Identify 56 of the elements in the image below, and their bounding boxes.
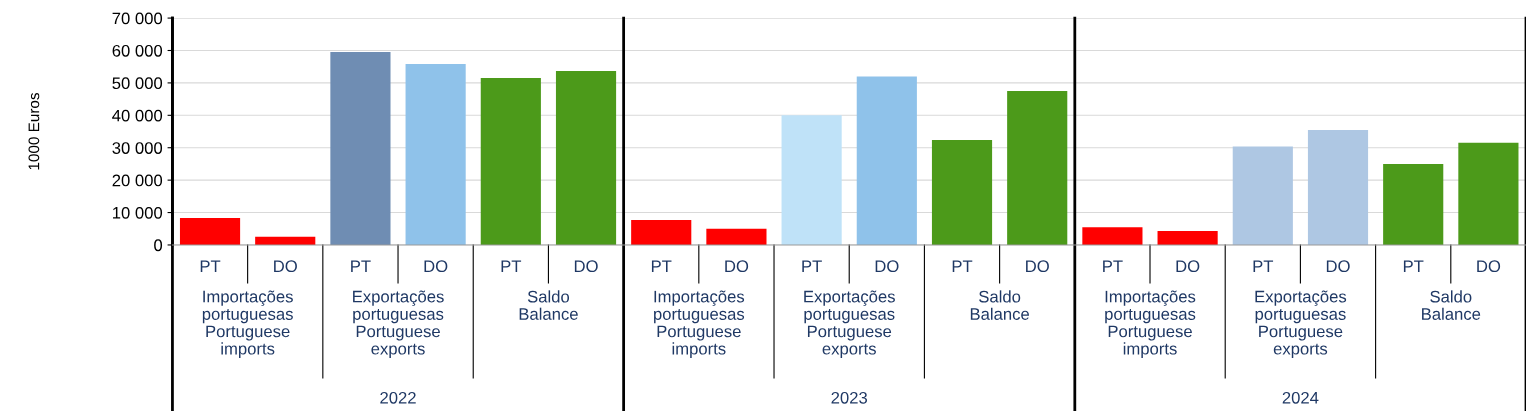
x-tick-label: PT	[1253, 260, 1274, 272]
x-tick-label: DO	[424, 260, 448, 273]
bar	[631, 220, 692, 245]
y-tick-label: 20 000	[112, 174, 163, 187]
text: Saldo Balance	[1422, 290, 1481, 320]
x-tick-label: PT	[501, 260, 522, 272]
y-axis-title: 1000 Euros	[28, 93, 40, 170]
text: Exportações portuguesas Portuguese exports	[353, 290, 444, 358]
y-tick-label: 0	[154, 239, 163, 252]
y-tick-label: 70 000	[112, 12, 163, 25]
bar	[1007, 91, 1068, 245]
x-tick-label: DO	[1026, 260, 1049, 273]
x-tick-label: PT	[351, 260, 371, 272]
text: Exportações portuguesas Portuguese exports	[1255, 290, 1347, 358]
text: Importações portuguesas Portuguese imports	[1105, 290, 1196, 358]
bar	[706, 228, 767, 245]
x-tick-label: DO	[1326, 260, 1350, 273]
text: 2022	[380, 391, 416, 404]
text: Saldo Balance	[970, 290, 1029, 320]
y-tick-label: 40 000	[112, 109, 163, 122]
x-tick-label: PT	[1403, 260, 1424, 272]
text: 2023	[831, 391, 868, 404]
bar	[1157, 231, 1218, 245]
x-tick-label: PT	[802, 260, 822, 272]
bar	[931, 139, 993, 245]
x-tick-label: DO	[725, 260, 749, 273]
x-tick-label: DO	[875, 260, 899, 273]
x-tick-label: DO	[1176, 260, 1200, 273]
text: 2024	[1282, 391, 1319, 404]
y-tick-label: 10 000	[113, 206, 163, 219]
bar	[1082, 227, 1143, 245]
y-tick-label: 30 000	[112, 142, 163, 154]
x-tick-label: DO	[1477, 260, 1501, 273]
y-tick-label: 50 000	[112, 77, 163, 90]
bar	[555, 70, 617, 245]
bar	[1307, 129, 1369, 245]
bar	[405, 64, 466, 245]
x-tick-label: PT	[952, 260, 973, 272]
bar	[179, 218, 241, 245]
x-tick-label: PT	[1103, 260, 1123, 272]
text: Exportações portuguesas Portuguese exports	[804, 290, 895, 358]
bar	[1232, 146, 1293, 245]
bar	[781, 115, 842, 245]
bar	[1458, 142, 1519, 245]
y-tick-label: 60 000	[112, 44, 163, 57]
text: Importações portuguesas Portuguese imports	[654, 290, 745, 358]
x-tick-label: PT	[200, 260, 221, 272]
x-tick-label: DO	[274, 260, 297, 273]
text: Saldo Balance	[519, 290, 578, 320]
bar	[480, 78, 541, 245]
x-tick-label: DO	[574, 260, 598, 273]
text: Importações portuguesas Portuguese imports	[202, 290, 293, 358]
bar	[1383, 163, 1444, 245]
x-tick-label: PT	[651, 260, 672, 272]
bar	[330, 52, 391, 245]
bar	[856, 76, 917, 245]
